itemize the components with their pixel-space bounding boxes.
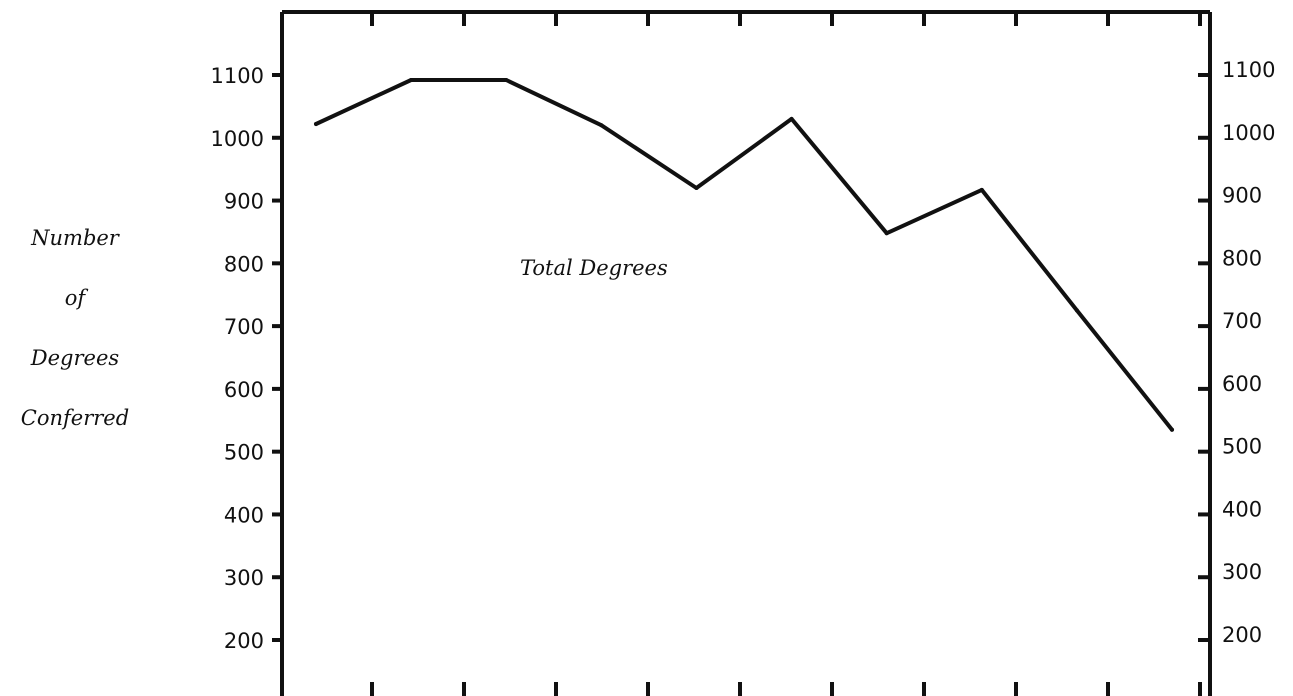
data-point [979, 187, 984, 192]
y-tick-label-left: 600 [224, 378, 264, 402]
y-axis-label-line-3: Degrees [30, 346, 120, 370]
y-tick-label-right: 800 [1222, 246, 1262, 270]
data-point [1074, 308, 1079, 313]
data-point [789, 116, 794, 121]
y-tick-label-left: 1000 [211, 127, 264, 151]
y-tick-label-right: 900 [1222, 184, 1262, 208]
y-tick-label-left: 300 [224, 566, 264, 590]
series-annotation: Total Degrees [520, 256, 668, 280]
y-tick-label-right: 200 [1222, 623, 1262, 647]
y-tick-label-left: 400 [224, 503, 264, 527]
y-tick-label-left: 200 [224, 629, 264, 653]
series-line-total-degrees [314, 78, 1174, 432]
y-axis-label-line-2: of [65, 286, 89, 310]
y-tick-label-left: 900 [224, 190, 264, 214]
y-tick-label-left: 1100 [211, 64, 264, 88]
y-axis-label-line-4: Conferred [21, 406, 129, 430]
axis-ticks [272, 12, 1210, 696]
y-tick-label-right: 700 [1222, 309, 1262, 333]
data-point [884, 231, 889, 236]
data-point [1170, 427, 1174, 432]
data-point [694, 186, 699, 190]
y-tick-label-left: 700 [224, 315, 264, 339]
y-tick-labels-right: 200 300 400 500 600 700 800 900 1000 1100 [1222, 58, 1275, 647]
y-tick-label-right: 1000 [1222, 121, 1275, 145]
y-tick-label-right: 400 [1222, 497, 1262, 521]
y-tick-labels-left: 200 300 400 500 600 700 800 900 1000 1100 [211, 64, 264, 653]
y-tick-label-right: 1100 [1222, 58, 1275, 82]
y-tick-label-left: 500 [224, 441, 264, 465]
y-tick-label-right: 500 [1222, 435, 1262, 459]
data-point [599, 123, 604, 128]
y-tick-label-right: 300 [1222, 560, 1262, 584]
data-point [409, 78, 414, 83]
y-axis-label-line-1: Number [30, 226, 121, 250]
data-point [504, 78, 509, 83]
series-points [314, 78, 1174, 432]
data-point [314, 121, 318, 126]
y-tick-label-left: 800 [224, 252, 264, 276]
y-tick-label-right: 600 [1222, 372, 1262, 396]
